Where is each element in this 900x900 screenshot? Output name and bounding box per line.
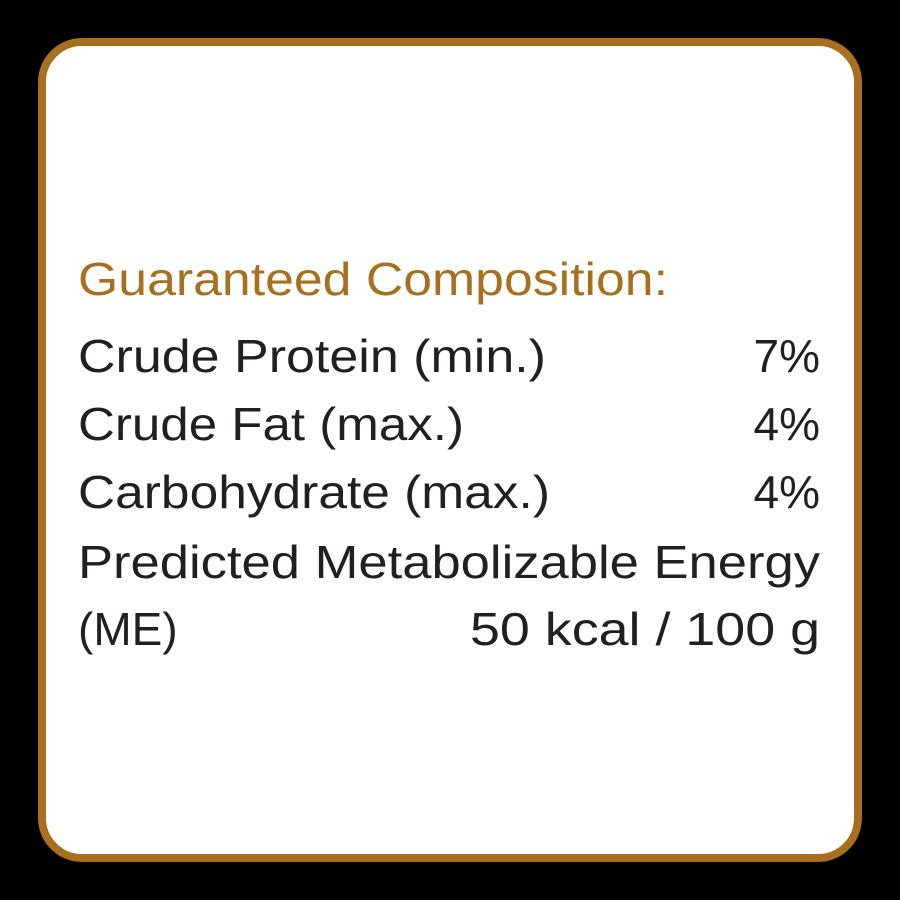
row-label: Predicted Metabolizable Energy [78,536,820,588]
card [38,38,862,862]
row-label: Carbohydrate (max.) [78,466,550,518]
row-label: (ME) [78,603,178,655]
row-value: 50 kcal / 100 g [470,603,820,655]
row-value: 4% [754,466,820,518]
title: Guaranteed Composition: [78,253,668,305]
row-label: Crude Fat (max.) [78,398,464,450]
row-label: Crude Protein (min.) [78,330,546,382]
row-value: 7% [754,330,820,382]
row-value: 4% [754,398,820,450]
